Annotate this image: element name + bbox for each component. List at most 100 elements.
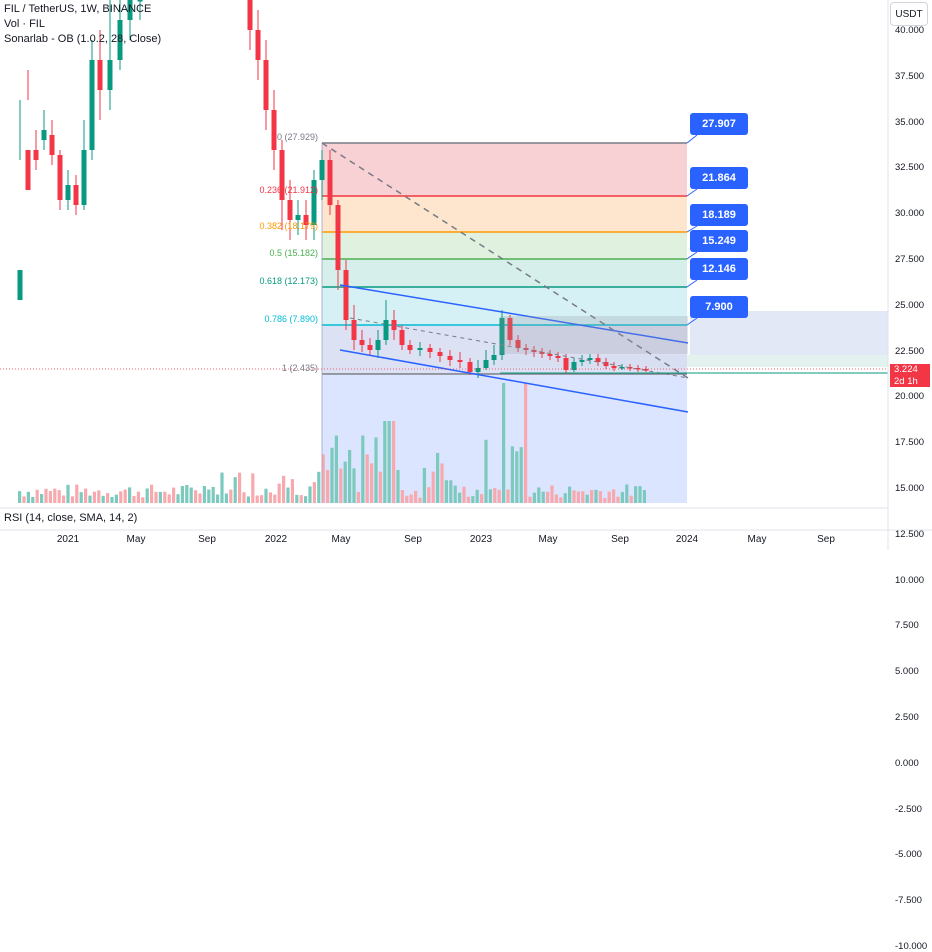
volume-bar bbox=[141, 497, 145, 503]
volume-bar bbox=[84, 488, 88, 503]
candle-body bbox=[65, 185, 71, 200]
candle-body bbox=[507, 318, 513, 340]
y-tick-label: -2.500 bbox=[895, 803, 922, 815]
candle-body bbox=[383, 320, 389, 340]
volume-bar bbox=[497, 489, 501, 503]
callout-connector bbox=[686, 188, 698, 197]
y-tick-label: -7.500 bbox=[895, 895, 922, 907]
volume-bar bbox=[202, 485, 206, 503]
candle-body bbox=[97, 60, 103, 90]
price-chart[interactable] bbox=[0, 0, 932, 550]
candle-body bbox=[359, 340, 365, 345]
candle-body bbox=[271, 110, 277, 150]
candle-body bbox=[287, 200, 293, 220]
volume-legend[interactable]: Vol · FIL bbox=[4, 18, 45, 30]
volume-bar bbox=[216, 494, 220, 503]
candle-body bbox=[89, 60, 95, 150]
rsi-legend[interactable]: RSI (14, close, SMA, 14, 2) bbox=[4, 512, 138, 524]
volume-bar bbox=[576, 491, 580, 503]
volume-bar bbox=[22, 496, 26, 503]
volume-bar bbox=[260, 495, 264, 503]
price-callout[interactable]: 7.900 bbox=[690, 296, 748, 318]
volume-bar bbox=[70, 496, 74, 503]
candle-body bbox=[295, 215, 301, 220]
volume-bar bbox=[62, 495, 66, 503]
callout-connector bbox=[686, 279, 698, 288]
fib-level-label: 0.236 (21.912) bbox=[259, 185, 318, 195]
y-tick-label: 40.000 bbox=[895, 25, 925, 36]
x-tick-label: May bbox=[126, 534, 146, 545]
volume-bar bbox=[642, 490, 646, 503]
chart-area[interactable] bbox=[0, 0, 932, 550]
price-callout[interactable]: 12.146 bbox=[690, 258, 748, 280]
volume-bar bbox=[207, 489, 211, 503]
candle-body bbox=[603, 362, 609, 366]
fib-level-label: 1 (2.435) bbox=[281, 363, 318, 373]
volume-bar bbox=[97, 490, 101, 503]
volume-bar bbox=[35, 489, 39, 503]
fib-level-label: 0 (27.929) bbox=[276, 132, 318, 142]
order-block-zone bbox=[690, 311, 888, 356]
volume-bar bbox=[400, 490, 404, 503]
volume-bar bbox=[136, 491, 140, 503]
volume-bar bbox=[449, 480, 453, 503]
symbol-legend[interactable]: FIL / TetherUS, 1W, BINANCE bbox=[4, 3, 152, 15]
candle-body bbox=[399, 330, 405, 345]
volume-bar bbox=[273, 494, 277, 503]
x-tick-label: 2022 bbox=[264, 534, 288, 545]
candle-body bbox=[427, 348, 433, 352]
currency-button[interactable]: USDT bbox=[890, 2, 928, 26]
callout-connector bbox=[686, 317, 698, 326]
volume-bar bbox=[242, 492, 246, 503]
candle-body bbox=[643, 369, 649, 371]
y-tick-label: 30.000 bbox=[895, 208, 925, 220]
candle-body bbox=[627, 367, 633, 369]
price-callout[interactable]: 15.249 bbox=[690, 230, 748, 252]
candle-body bbox=[107, 60, 113, 90]
callout-connector bbox=[686, 225, 698, 233]
x-tick-label: 2023 bbox=[469, 534, 493, 545]
volume-bar bbox=[167, 494, 171, 503]
volume-bar bbox=[396, 469, 400, 503]
volume-bar bbox=[515, 451, 519, 503]
volume-bar bbox=[524, 383, 528, 503]
volume-bar bbox=[268, 492, 272, 503]
y-tick-label: 25.000 bbox=[895, 299, 925, 311]
volume-bar bbox=[238, 472, 242, 503]
y-tick-label: 20.000 bbox=[895, 391, 925, 403]
candle-body bbox=[587, 358, 593, 360]
y-tick-label: 15.000 bbox=[895, 483, 925, 494]
volume-bar bbox=[550, 485, 554, 503]
volume-bar bbox=[475, 489, 479, 503]
volume-bar bbox=[251, 473, 255, 503]
volume-bar bbox=[286, 487, 290, 503]
volume-bar bbox=[612, 489, 616, 503]
volume-bar bbox=[453, 485, 457, 503]
volume-bar bbox=[114, 494, 118, 503]
price-callout[interactable]: 27.907 bbox=[690, 113, 748, 135]
volume-bar bbox=[44, 488, 48, 503]
order-block-box bbox=[500, 316, 688, 354]
current-price-tag: 3.224 bbox=[890, 364, 930, 376]
x-tick-label: Sep bbox=[404, 534, 422, 545]
fib-level-label: 0.786 (7.890) bbox=[264, 314, 318, 324]
indicator-legend[interactable]: Sonarlab - OB (1.0.2, 28, Close) bbox=[4, 33, 162, 45]
price-callout[interactable]: 18.189 bbox=[690, 204, 748, 226]
volume-bar bbox=[488, 489, 492, 503]
price-callout[interactable]: 21.864 bbox=[690, 167, 748, 189]
volume-bar bbox=[568, 486, 572, 503]
volume-bar bbox=[436, 452, 440, 503]
bar-countdown-tag: 2d 1h bbox=[890, 376, 930, 387]
candle-body bbox=[539, 352, 545, 354]
candle-body bbox=[391, 320, 397, 330]
y-tick-label: 17.500 bbox=[895, 437, 925, 449]
y-tick-label: 5.000 bbox=[895, 666, 919, 678]
candle-body bbox=[279, 150, 285, 200]
volume-bar bbox=[634, 486, 638, 503]
candle-body bbox=[255, 30, 261, 60]
volume-bar bbox=[607, 491, 611, 503]
volume-bar bbox=[180, 485, 184, 503]
volume-bar bbox=[348, 449, 352, 503]
volume-bar bbox=[158, 491, 162, 503]
candle-body bbox=[547, 354, 553, 356]
